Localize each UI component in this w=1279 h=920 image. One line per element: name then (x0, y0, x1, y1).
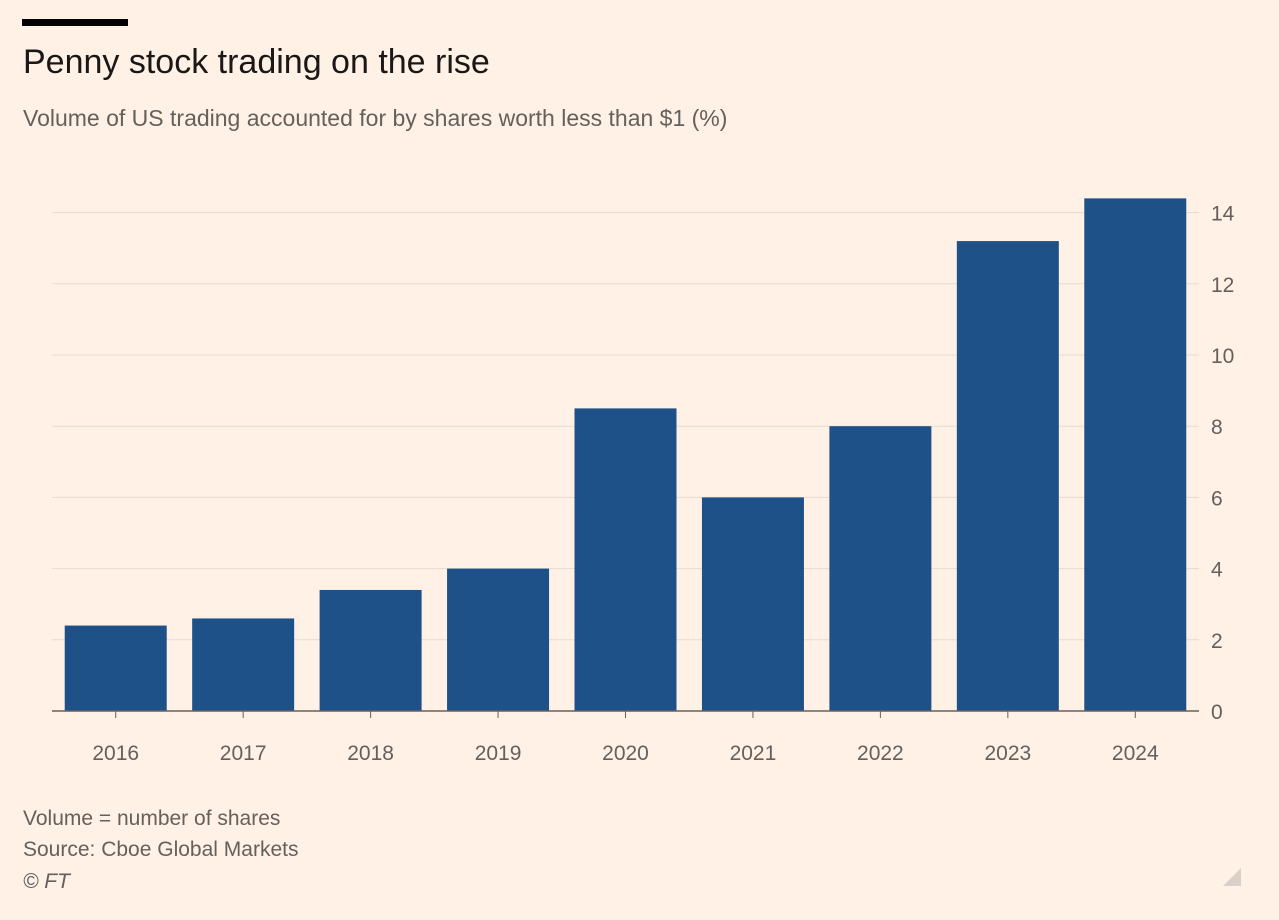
chart-title: Penny stock trading on the rise (23, 43, 490, 81)
footnote: Volume = number of shares (23, 807, 281, 830)
resize-handle-icon[interactable] (1223, 868, 1241, 886)
x-tick-label: 2022 (857, 742, 904, 765)
bar-2021 (701, 497, 804, 711)
x-tick-label: 2019 (475, 742, 522, 765)
bar-2023 (956, 241, 1059, 711)
copyright: © FT (23, 870, 70, 893)
y-tick-label: 8 (1211, 416, 1223, 439)
bar-2017 (192, 618, 295, 711)
x-tick-label: 2016 (92, 742, 139, 765)
x-tick-label: 2017 (220, 742, 267, 765)
bars (64, 198, 1187, 712)
y-tick-label: 4 (1211, 559, 1223, 582)
y-tick-label: 12 (1211, 274, 1234, 297)
bar-2016 (64, 625, 167, 711)
bar-2019 (447, 568, 550, 711)
chart-subtitle: Volume of US trading accounted for by sh… (23, 105, 728, 131)
source-note: Source: Cboe Global Markets (23, 838, 299, 861)
x-tick-label: 2018 (347, 742, 394, 765)
bar-2022 (829, 426, 932, 711)
x-tick-label: 2021 (730, 742, 777, 765)
x-tick-label: 2023 (984, 742, 1031, 765)
y-tick-label: 6 (1211, 487, 1223, 510)
x-tick-label: 2024 (1112, 742, 1159, 765)
x-tick-label: 2020 (602, 742, 649, 765)
axes: 0 2 4 6 8 10 12 14 2016 2017 2018 2019 2020 2021 2022 2… (52, 203, 1235, 765)
bar-2024 (1084, 198, 1187, 712)
y-tick-label: 2 (1211, 630, 1223, 653)
y-tick-label: 14 (1211, 203, 1235, 226)
bar-2018 (319, 589, 422, 711)
y-tick-label: 10 (1211, 345, 1234, 368)
y-tick-label: 0 (1211, 701, 1223, 724)
ft-top-bar (22, 19, 128, 26)
bar-2020 (574, 408, 677, 711)
